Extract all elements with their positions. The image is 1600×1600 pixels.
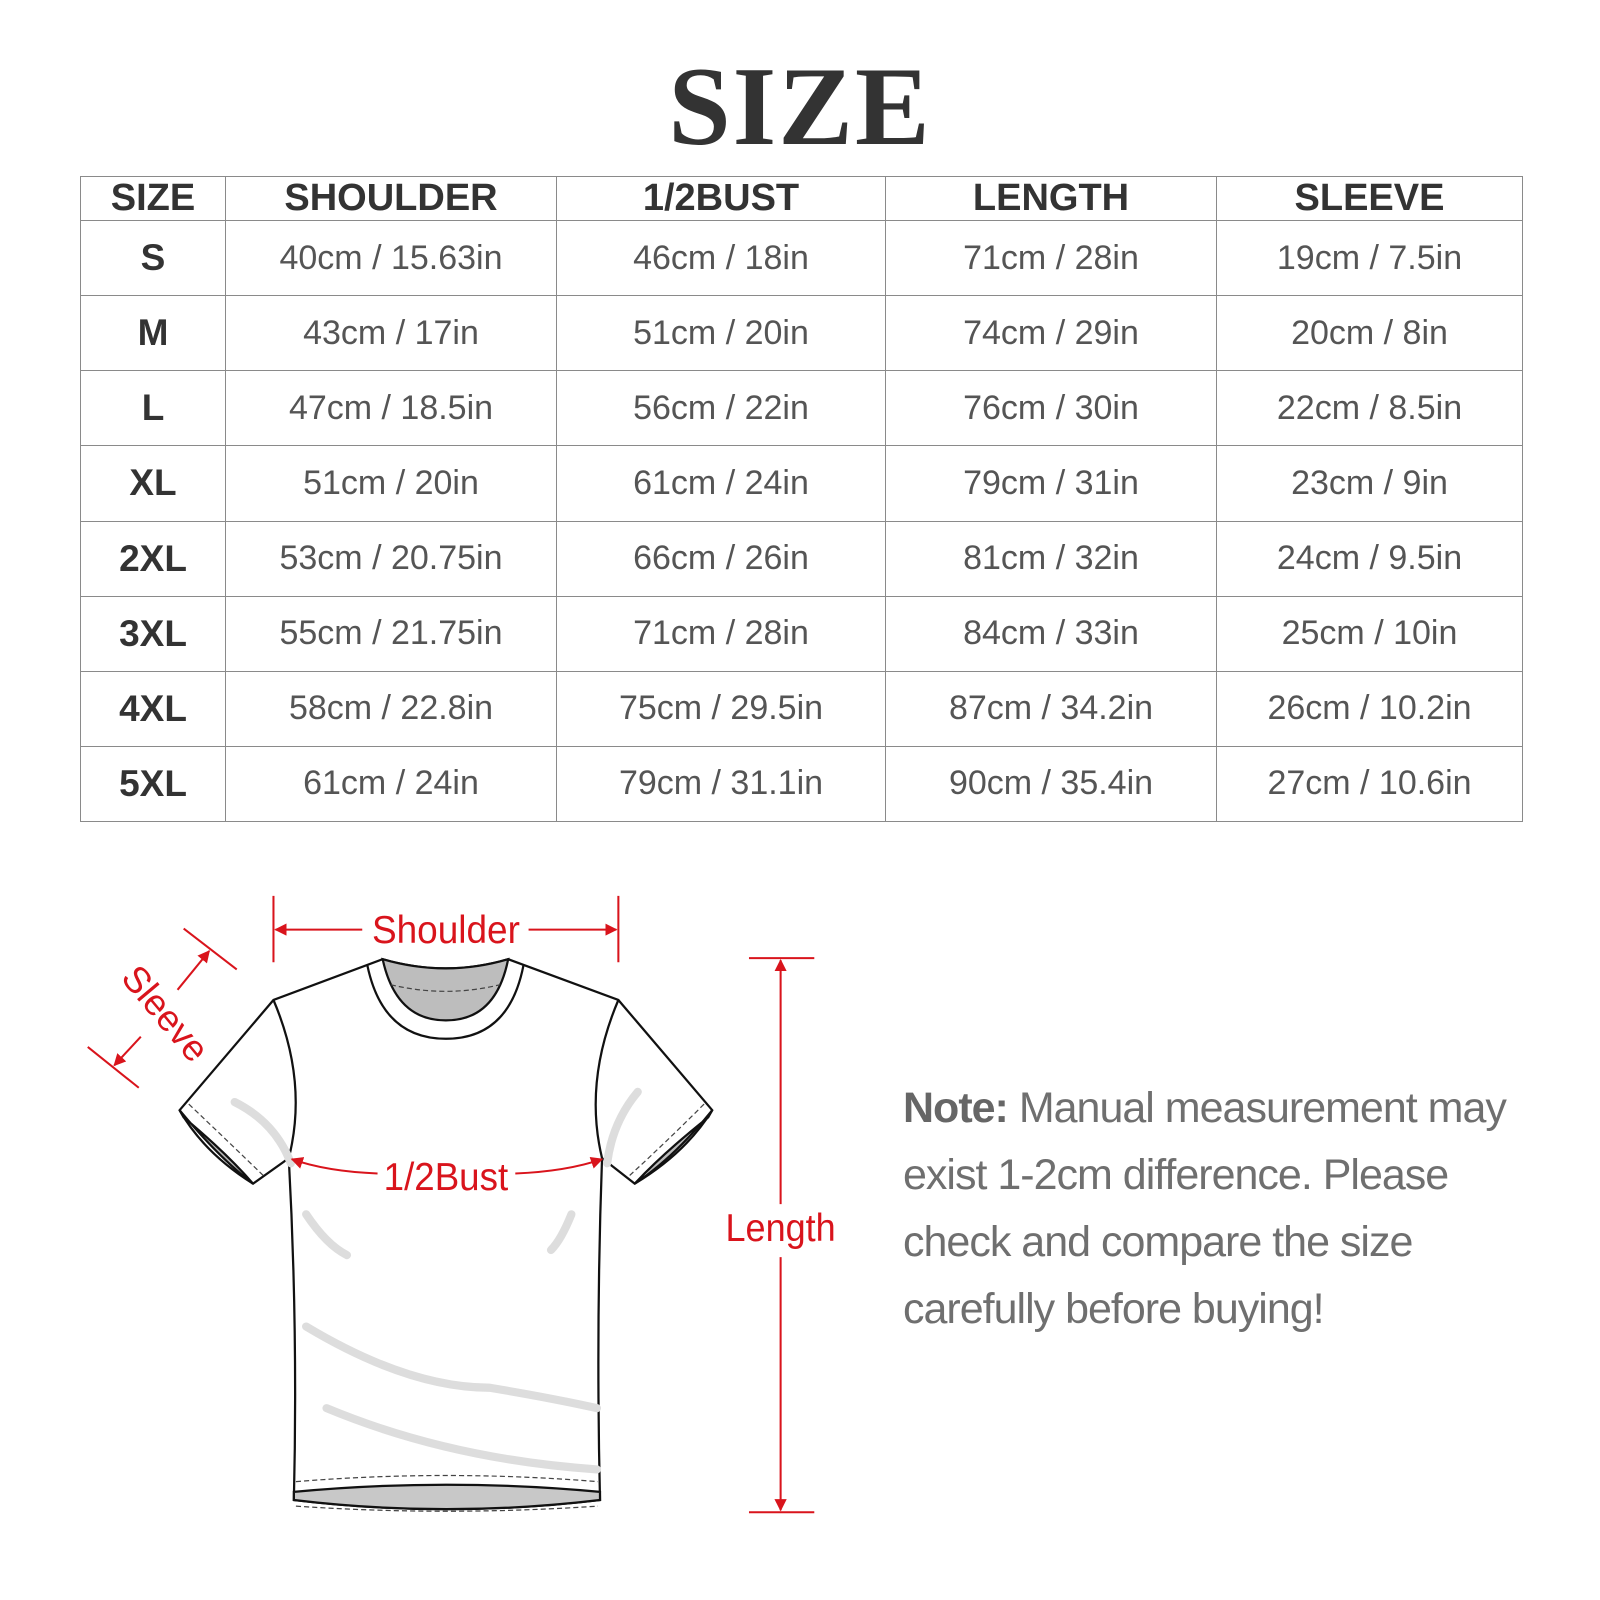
page-title: SIZE: [668, 45, 932, 169]
size-cell: 3XL: [80, 595, 226, 672]
measurement-cell: 74cm / 29in: [885, 295, 1217, 372]
table-header-row: SIZE SHOULDER 1/2BUST LENGTH SLEEVE: [80, 176, 1523, 221]
measurement-cell: 90cm / 35.4in: [885, 745, 1217, 823]
size-cell: M: [80, 295, 226, 372]
table-row: 5XL 61cm / 24in 79cm / 31.1in 90cm / 35.4in…: [80, 745, 1523, 823]
bust-label: 1/2Bust: [384, 1156, 509, 1199]
measurement-cell: 26cm / 10.2in: [1216, 670, 1523, 747]
measurement-cell: 75cm / 29.5in: [556, 670, 886, 747]
measurement-cell: 84cm / 33in: [885, 595, 1217, 672]
table-row: L 47cm / 18.5in 56cm / 22in 76cm / 30in 22cm…: [80, 370, 1523, 447]
measurement-cell: 40cm / 15.63in: [225, 219, 557, 297]
table-row: XL 51cm / 20in 61cm / 24in 79cm / 31in 23cm …: [80, 445, 1523, 522]
sleeve-label: Sleeve: [114, 957, 218, 1069]
measurement-cell: 71cm / 28in: [885, 219, 1217, 297]
measurement-cell: 71cm / 28in: [556, 595, 886, 672]
stitching: [188, 984, 705, 1512]
measurement-cell: 66cm / 26in: [556, 520, 886, 597]
measurement-cell: 19cm / 7.5in: [1216, 219, 1523, 297]
shoulder-measure: [272, 895, 620, 963]
measurement-cell: 23cm / 9in: [1216, 445, 1523, 522]
table-row: 2XL 53cm / 20.75in 66cm / 26in 81cm / 32in 2…: [80, 520, 1523, 597]
size-cell: 4XL: [80, 670, 226, 747]
table-row: S 40cm / 15.63in 46cm / 18in 71cm / 28in 19c…: [80, 219, 1523, 297]
length-measure: [748, 957, 815, 1514]
size-table: SIZE SHOULDER 1/2BUST LENGTH SLEEVE S 40cm / …: [80, 176, 1523, 823]
measurement-cell: 55cm / 21.75in: [225, 595, 557, 672]
measurement-cell: 27cm / 10.6in: [1216, 745, 1523, 823]
column-header: 1/2BUST: [556, 176, 886, 221]
measurement-cell: 43cm / 17in: [225, 295, 557, 372]
measurement-cell: 58cm / 22.8in: [225, 670, 557, 747]
note-label: Note:: [903, 1084, 1009, 1132]
fabric-shading: [230, 1087, 642, 1474]
table-row: 3XL 55cm / 21.75in 71cm / 28in 84cm / 33in 2…: [80, 595, 1523, 672]
measurement-cell: 51cm / 20in: [556, 295, 886, 372]
measurement-cell: 20cm / 8in: [1216, 295, 1523, 372]
length-label: Length: [726, 1207, 836, 1250]
column-header: SIZE: [80, 176, 226, 221]
size-cell: L: [80, 370, 226, 447]
measurement-cell: 25cm / 10in: [1216, 595, 1523, 672]
measurement-note: Note: Manual measurement may exist 1-2cm…: [903, 1075, 1543, 1343]
column-header: LENGTH: [885, 176, 1217, 221]
measurement-cell: 24cm / 9.5in: [1216, 520, 1523, 597]
size-cell: 5XL: [80, 745, 226, 823]
shoulder-label: Shoulder: [372, 909, 520, 952]
measurement-cell: 56cm / 22in: [556, 370, 886, 447]
measurement-cell: 51cm / 20in: [225, 445, 557, 522]
size-cell: XL: [80, 445, 226, 522]
measurement-cell: 46cm / 18in: [556, 219, 886, 297]
column-header: SLEEVE: [1216, 176, 1523, 221]
table-row: 4XL 58cm / 22.8in 75cm / 29.5in 87cm / 34.2…: [80, 670, 1523, 747]
table-row: M 43cm / 17in 51cm / 20in 74cm / 29in 20cm /…: [80, 295, 1523, 372]
measurement-cell: 61cm / 24in: [556, 445, 886, 522]
measurement-cell: 61cm / 24in: [225, 745, 557, 823]
note-text: Manual measurement may exist 1-2cm diffe…: [903, 1084, 1507, 1333]
measurement-cell: 22cm / 8.5in: [1216, 370, 1523, 447]
measurement-cell: 79cm / 31.1in: [556, 745, 886, 823]
measurement-cell: 53cm / 20.75in: [225, 520, 557, 597]
sleeve-measure: [87, 927, 238, 1089]
measurement-cell: 81cm / 32in: [885, 520, 1217, 597]
tshirt-outline: [178, 957, 714, 1511]
bust-measure: [290, 1156, 604, 1175]
measurement-cell: 76cm / 30in: [885, 370, 1217, 447]
size-cell: S: [80, 219, 226, 297]
